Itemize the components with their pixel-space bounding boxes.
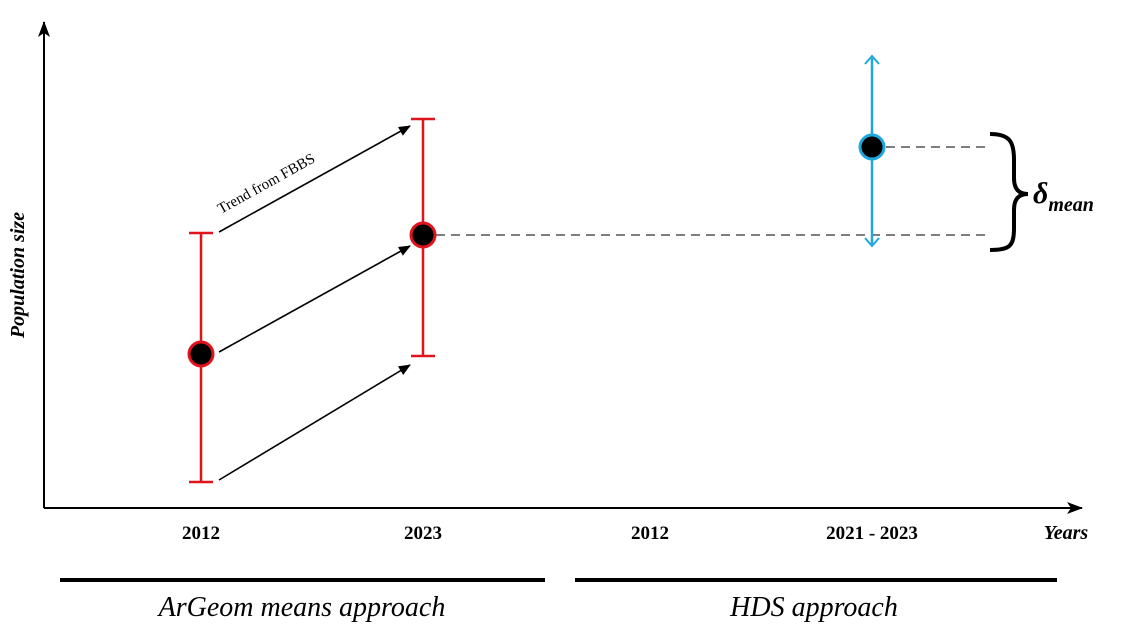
trend-arrow-upper [218, 125, 411, 233]
delta-subscript: mean [1048, 194, 1094, 216]
x-axis-title: Years [1044, 522, 1089, 544]
hds-section-label: HDS approach [729, 592, 898, 623]
delta-mean-label: δmean [1033, 177, 1094, 216]
trend-label: Trend from FBBS [215, 151, 318, 218]
y-axis-title: Population size [7, 212, 29, 339]
argeom-section-label: ArGeom means approach [157, 592, 446, 623]
tick-label-2021-2023-hds: 2021 - 2023 [826, 523, 918, 544]
trend-arrow-lower [218, 364, 411, 481]
tick-label-2012-argeom: 2012 [182, 523, 220, 544]
delta-symbol: δ [1033, 177, 1048, 210]
curly-brace [989, 132, 1029, 252]
tick-label-2023-argeom: 2023 [404, 523, 442, 544]
trend-arrow-middle [218, 245, 411, 353]
tick-label-2012-hds: 2012 [631, 523, 669, 544]
point-hds [858, 133, 886, 161]
point-2023 [409, 221, 437, 249]
point-2012 [187, 340, 215, 368]
